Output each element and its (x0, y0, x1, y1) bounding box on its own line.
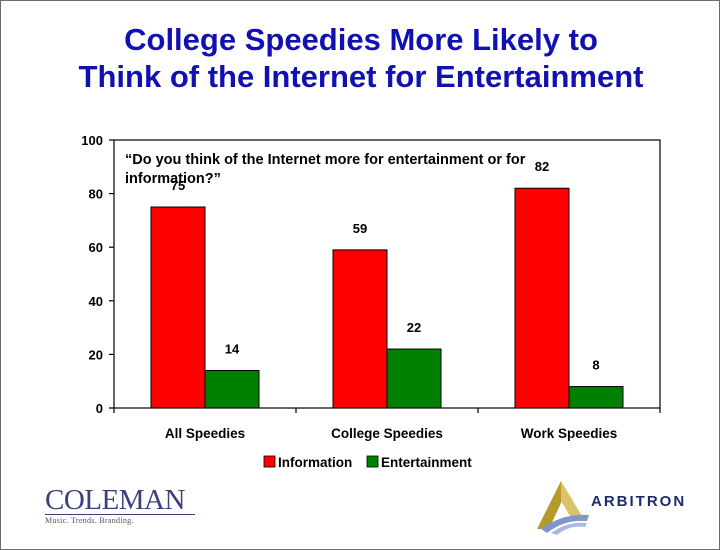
y-tick-label: 80 (89, 187, 103, 202)
bar-entertainment (386, 348, 442, 409)
bar-value-label: 82 (535, 159, 549, 174)
slide-title: College Speedies More Likely to Think of… (1, 21, 719, 95)
arbitron-logo: ARBITRON (533, 477, 713, 537)
bar-value-label: 59 (353, 221, 367, 236)
title-line-2: Think of the Internet for Entertainment (78, 59, 644, 94)
coleman-logo-rule (45, 514, 195, 515)
bar-information (332, 249, 388, 409)
bar-information (514, 187, 570, 409)
y-tick-label: 40 (89, 294, 103, 309)
arbitron-logo-name: ARBITRON (591, 493, 687, 510)
bars (150, 187, 624, 409)
bar-value-label: 22 (407, 320, 421, 335)
y-axis: 0 20 40 60 80 100 (81, 133, 114, 416)
coleman-logo-tagline: Music. Trends. Branding. (45, 516, 134, 525)
x-category-label: All Speedies (165, 426, 245, 441)
y-tick-label: 100 (81, 133, 103, 148)
bar-entertainment (204, 369, 260, 409)
annotation-line: information?” (125, 171, 221, 187)
legend-label-information: Information (278, 455, 352, 470)
y-tick-label: 60 (89, 240, 103, 255)
x-category-label: College Speedies (331, 426, 443, 441)
bar-information (150, 206, 206, 409)
arbitron-logo-mark (537, 481, 589, 535)
title-line-1: College Speedies More Likely to (124, 22, 598, 57)
chart-annotation: “Do you think of the Internet more for e… (125, 152, 526, 187)
y-tick-label: 0 (96, 401, 103, 416)
annotation-line: “Do you think of the Internet more for e… (125, 152, 526, 168)
bar-value-label: 75 (171, 178, 185, 193)
bar-value-label: 8 (592, 358, 599, 373)
coleman-logo: COLEMAN Music. Trends. Branding. (45, 485, 205, 529)
bar-entertainment (568, 386, 624, 409)
legend-label-entertainment: Entertainment (381, 455, 472, 470)
coleman-logo-name: COLEMAN (45, 484, 185, 516)
x-axis: All Speedies College Speedies Work Speedie… (113, 408, 661, 441)
bar-value-label: 14 (225, 341, 240, 356)
y-tick-label: 20 (89, 347, 103, 362)
legend-swatch-information (263, 455, 276, 468)
legend: Information Entertainment (263, 455, 472, 470)
x-category-label: Work Speedies (521, 426, 618, 441)
legend-swatch-entertainment (366, 455, 379, 468)
data-labels: 75 59 82 14 22 8 (171, 159, 600, 372)
